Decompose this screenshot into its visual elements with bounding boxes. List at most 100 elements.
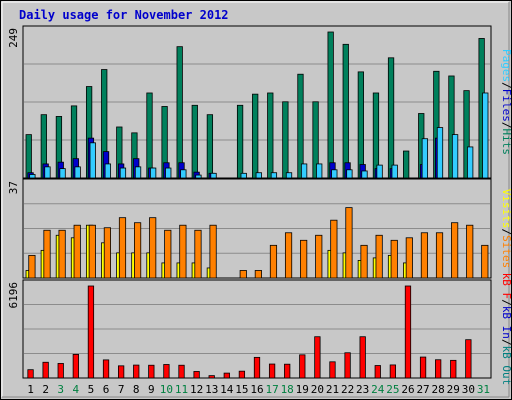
bar-kb-f [133,364,140,379]
bar-kb-f [57,363,64,379]
bar-pages [165,167,172,179]
x-tick-label: 31 [477,383,490,396]
right-label-part: Hits [500,129,511,156]
kb-panel-ymax-label: 6196 [7,282,20,309]
bar-sites [375,234,383,279]
x-tick-label: 4 [73,383,80,396]
x-tick-label: 21 [326,383,339,396]
bar-sites [179,224,187,279]
bar-pages [270,172,278,179]
x-tick-label: 28 [432,383,445,396]
bar-sites [451,222,459,279]
bar-pages [44,166,51,179]
bar-kb-f [102,359,110,379]
bar-sites [466,224,474,279]
bar-sites [194,229,202,279]
bar-kb-f [465,339,472,379]
right-label-part: Sites [500,235,511,268]
x-tick-label: 23 [356,383,369,396]
bar-kb-f [118,365,125,379]
bar-kb-f [268,363,276,379]
bar-hits [297,73,304,179]
chart-title: Daily usage for November 2012 [19,8,229,22]
bar-hits [448,75,455,179]
bar-pages [467,146,474,179]
bar-pages [104,163,111,179]
x-tick-label: 9 [148,383,155,396]
right-label-part: / [500,229,511,236]
bar-pages [89,142,96,179]
x-tick-label: 7 [118,383,125,396]
bar-pages [59,168,66,179]
bar-kb-f [27,369,34,379]
bar-sites [58,229,66,279]
bar-hits [282,101,289,179]
bar-sites [420,232,429,279]
x-tick-label: 22 [341,383,354,396]
bar-sites [284,232,293,279]
bar-sites [360,244,368,279]
bar-sites [164,229,172,279]
bar-sites [345,207,353,279]
bar-pages [210,172,217,179]
bar-sites [300,239,308,279]
bar-kb-f [148,364,155,379]
bar-sites [43,229,51,279]
right-label-part: / [500,82,511,89]
bar-hits [267,92,274,179]
right-label-part: Files [500,89,511,122]
bar-pages [285,172,293,179]
x-tick-label: 19 [296,383,309,396]
x-tick-label: 8 [133,383,140,396]
bar-pages [74,166,81,179]
bar-pages [482,92,489,179]
bar-hits [342,43,349,179]
x-tick-label: 12 [190,383,203,396]
bar-hits [25,134,32,179]
x-tick-label: 20 [311,383,324,396]
bar-hits [387,57,395,179]
bar-sites [239,270,247,279]
right-label-part: kB In [500,306,511,339]
bar-pages [361,170,368,179]
visits-sites-panel-ymax-label: 37 [7,181,20,194]
x-tick-label: 25 [386,383,399,396]
bar-sites [88,224,96,279]
bar-pages [376,164,383,179]
bar-hits [206,114,214,179]
right-label-part: Pages [500,49,511,82]
bar-pages [150,167,157,179]
kb-panel-right-label: kB F/kB In/kB Out [500,273,511,386]
bar-pages [331,169,338,179]
bar-kb-f [344,352,351,379]
bar-sites [28,254,36,279]
bar-sites [405,237,413,279]
bar-sites [315,234,323,279]
bar-kb-f [238,370,246,379]
bar-kb-f [42,361,49,379]
bar-kb-f [435,359,442,379]
x-tick-label: 13 [205,383,218,396]
bar-hits [252,93,259,179]
bar-kb-f [329,361,336,379]
bar-kb-f [208,375,215,379]
bar-hits [463,90,470,179]
hits-files-pages-panel-right-label: Pages/Files/Hits [500,49,511,155]
bar-kb-f [389,364,397,379]
x-tick-label: 15 [235,383,248,396]
x-tick-label: 11 [175,383,188,396]
bar-pages [436,127,444,179]
x-tick-label: 16 [250,383,263,396]
bar-hits [357,71,364,179]
x-tick-label: 24 [371,383,385,396]
bar-hits [146,92,153,179]
bar-kb-f [314,336,321,379]
bar-sites [209,224,217,279]
bar-kb-f [87,285,95,379]
bar-pages [255,172,262,179]
right-label-part: / [500,339,511,346]
right-label-part: kB Out [500,346,511,386]
bar-sites [269,244,278,279]
